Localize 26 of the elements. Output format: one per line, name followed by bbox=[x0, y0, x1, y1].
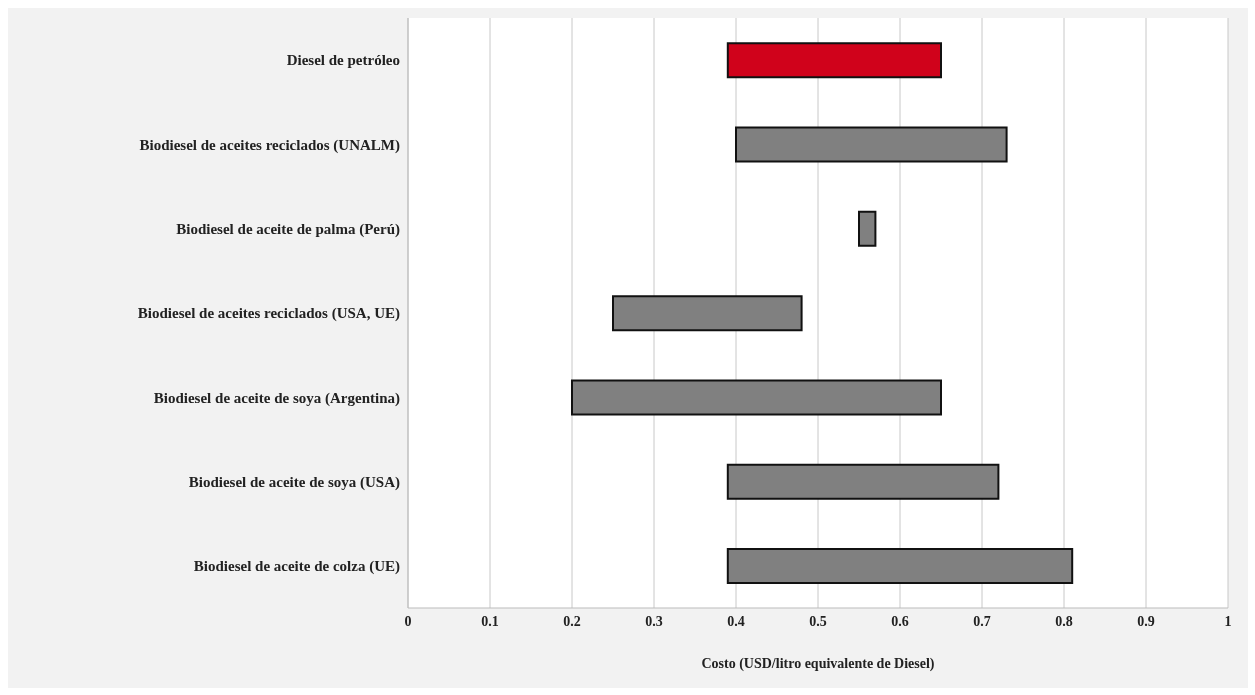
y-tick-label: Biodiesel de aceite de colza (UE) bbox=[193, 558, 400, 576]
bar bbox=[726, 42, 942, 79]
x-tick-label: 0.5 bbox=[809, 613, 827, 629]
x-tick-label: 0.4 bbox=[727, 613, 745, 629]
bar bbox=[571, 379, 942, 416]
x-tick-label: 0.2 bbox=[563, 613, 581, 629]
bar bbox=[858, 210, 877, 247]
x-tick-label: 1 bbox=[1224, 613, 1232, 629]
x-tick-label: 0 bbox=[404, 613, 412, 629]
x-tick-label: 0.3 bbox=[645, 613, 663, 629]
bar bbox=[726, 463, 1000, 500]
y-tick-label: Biodiesel de aceites reciclados (UNALM) bbox=[139, 136, 400, 154]
y-tick-label: Biodiesel de aceites reciclados (USA, UE) bbox=[137, 305, 400, 323]
x-axis-title: Costo (USD/litro equivalente de Diesel) bbox=[701, 656, 935, 672]
bar bbox=[612, 295, 803, 332]
x-tick-label: 0.8 bbox=[1055, 613, 1073, 629]
y-tick-label: Biodiesel de aceite de soya (USA) bbox=[188, 473, 400, 491]
x-tick-label: 0.7 bbox=[973, 613, 991, 629]
bar bbox=[726, 548, 1074, 584]
y-tick-label: Diesel de petróleo bbox=[286, 52, 400, 69]
bar bbox=[735, 126, 1008, 163]
x-tick-label: 0.6 bbox=[891, 613, 909, 629]
y-tick-label: Biodiesel de aceite de palma (Perú) bbox=[176, 221, 400, 239]
y-tick-label: Biodiesel de aceite de soya (Argentina) bbox=[153, 389, 400, 407]
x-tick-label: 0.1 bbox=[481, 613, 499, 629]
x-tick-label: 0.9 bbox=[1137, 613, 1155, 629]
